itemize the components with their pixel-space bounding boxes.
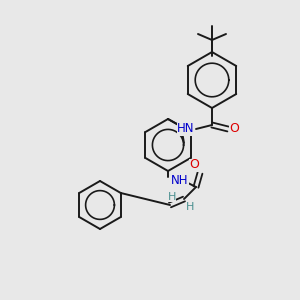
Text: H: H [186, 202, 194, 212]
Text: NH: NH [171, 173, 189, 187]
Text: O: O [189, 158, 199, 172]
Text: HN: HN [177, 122, 195, 136]
Text: O: O [229, 122, 239, 136]
Text: H: H [168, 192, 176, 202]
